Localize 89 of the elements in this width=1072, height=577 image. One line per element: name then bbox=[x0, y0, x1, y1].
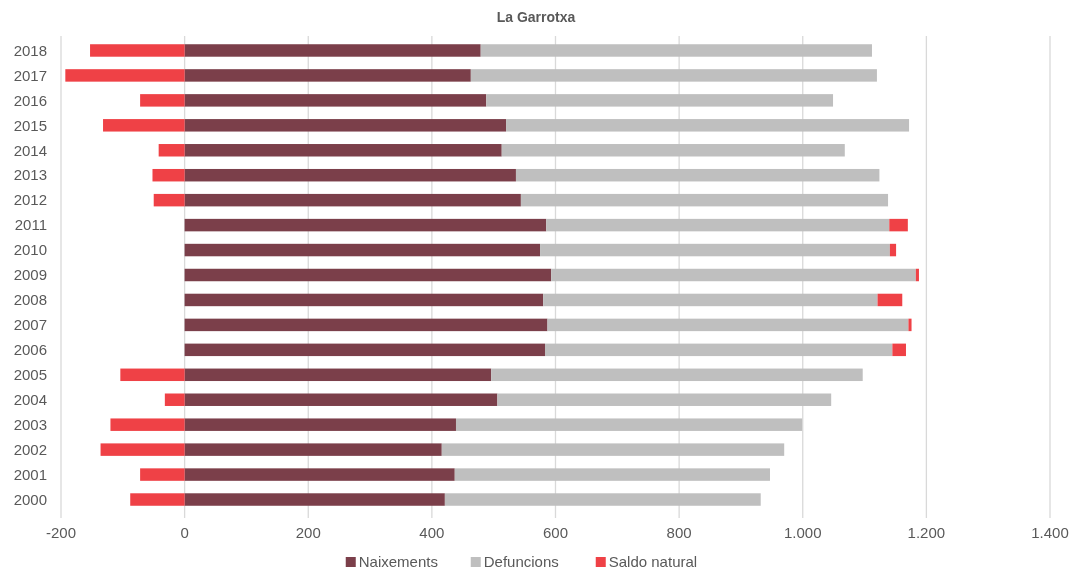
x-tick-label: 1.400 bbox=[1031, 524, 1069, 541]
x-tick-label: 0 bbox=[180, 524, 189, 541]
bar bbox=[515, 168, 880, 182]
bar bbox=[103, 119, 185, 132]
bar bbox=[184, 193, 521, 207]
y-tick-label: 2008 bbox=[13, 291, 47, 309]
bar bbox=[470, 69, 877, 82]
y-tick-label: 2015 bbox=[13, 116, 47, 134]
y-tick-label: 2007 bbox=[13, 316, 47, 334]
bar bbox=[184, 44, 481, 57]
y-tick-label: 2010 bbox=[13, 241, 47, 259]
y-tick-label: 2013 bbox=[13, 166, 47, 184]
y-tick-label: 2017 bbox=[13, 66, 47, 84]
bar bbox=[184, 468, 455, 481]
bar bbox=[184, 168, 516, 182]
bar bbox=[184, 368, 492, 382]
bar bbox=[444, 493, 761, 506]
bar bbox=[65, 69, 185, 82]
bar bbox=[140, 468, 185, 481]
y-tick-label: 2009 bbox=[13, 266, 47, 284]
bar bbox=[184, 268, 552, 282]
bar bbox=[184, 343, 545, 357]
y-tick-label: 2018 bbox=[13, 41, 47, 59]
bar bbox=[184, 393, 498, 406]
bar bbox=[540, 243, 890, 257]
bar bbox=[184, 293, 544, 307]
bar bbox=[153, 193, 185, 207]
bar bbox=[497, 393, 832, 406]
bar bbox=[158, 144, 185, 157]
legend-label: Saldo natural bbox=[608, 553, 698, 570]
bar bbox=[184, 318, 548, 332]
y-tick-label: 2011 bbox=[14, 216, 47, 234]
x-tick-label: 600 bbox=[542, 524, 569, 541]
bar bbox=[184, 443, 442, 456]
chart-title: La Garrotxa bbox=[496, 9, 576, 25]
x-tick-label: 1.000 bbox=[783, 524, 822, 541]
y-tick-label: 2005 bbox=[13, 366, 47, 384]
bar bbox=[892, 343, 906, 357]
y-tick-label: 2014 bbox=[13, 141, 47, 159]
bar bbox=[184, 144, 502, 157]
bar bbox=[506, 119, 910, 132]
bar bbox=[889, 218, 908, 232]
bar bbox=[889, 243, 897, 257]
bar bbox=[491, 368, 863, 382]
x-tick-label: 1.200 bbox=[907, 524, 946, 541]
bar bbox=[520, 193, 889, 207]
bar bbox=[184, 418, 456, 431]
x-tick-label: 200 bbox=[295, 524, 321, 541]
y-tick-label: 2004 bbox=[13, 390, 47, 408]
bar bbox=[164, 393, 185, 406]
bar bbox=[547, 318, 909, 332]
bar bbox=[152, 168, 185, 182]
bar bbox=[908, 318, 912, 332]
bar bbox=[546, 218, 890, 232]
bar bbox=[184, 69, 471, 82]
bar bbox=[441, 443, 785, 456]
bar bbox=[100, 443, 185, 456]
y-tick-label: 2006 bbox=[13, 341, 47, 359]
bar bbox=[184, 94, 487, 107]
bar bbox=[501, 144, 845, 157]
legend-label: Naixements bbox=[358, 553, 438, 570]
x-tick-label: 800 bbox=[666, 524, 692, 541]
bar bbox=[543, 293, 878, 307]
y-tick-label: 2003 bbox=[13, 415, 47, 433]
y-tick-label: 2000 bbox=[13, 490, 47, 508]
bar bbox=[130, 493, 185, 506]
bar bbox=[480, 44, 872, 57]
y-tick-label: 2012 bbox=[13, 191, 47, 209]
x-tick-label: 400 bbox=[419, 524, 445, 541]
y-tick-label: 2002 bbox=[13, 440, 47, 458]
bar bbox=[486, 94, 834, 107]
x-tick-label: -200 bbox=[45, 524, 77, 541]
bar bbox=[184, 119, 507, 132]
bar bbox=[90, 44, 185, 57]
bar bbox=[551, 268, 916, 282]
bar bbox=[915, 268, 919, 282]
bar bbox=[120, 368, 185, 382]
bar bbox=[877, 293, 903, 307]
bar bbox=[454, 468, 770, 481]
bar bbox=[140, 94, 185, 107]
bar bbox=[184, 493, 445, 506]
bar bbox=[455, 418, 803, 431]
y-tick-label: 2016 bbox=[13, 91, 47, 109]
legend-label: Defuncions bbox=[483, 553, 559, 570]
bar bbox=[184, 218, 547, 232]
y-tick-label: 2001 bbox=[13, 465, 47, 483]
bar bbox=[544, 343, 893, 357]
bar bbox=[184, 243, 541, 257]
bar bbox=[110, 418, 185, 431]
